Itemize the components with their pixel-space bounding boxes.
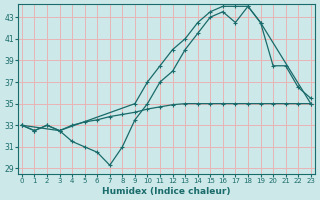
X-axis label: Humidex (Indice chaleur): Humidex (Indice chaleur) — [102, 187, 231, 196]
